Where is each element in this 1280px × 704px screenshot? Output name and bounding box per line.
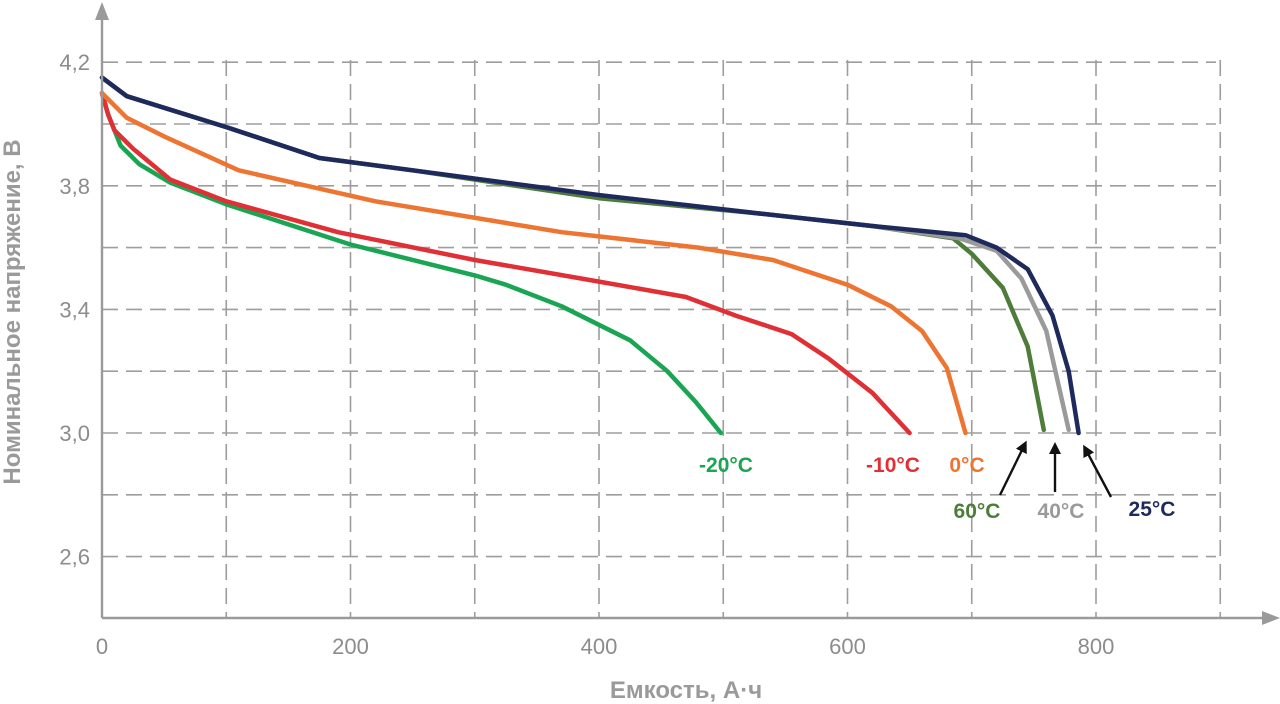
series-line-0C (99, 90, 968, 436)
series-label: 40°C (1038, 500, 1085, 523)
axes (95, 2, 1280, 625)
x-axis-arrow (1262, 611, 1280, 625)
series-line--10C (99, 90, 912, 436)
x-tick-label: 400 (581, 634, 618, 659)
x-tick-label: 600 (829, 634, 866, 659)
series-line-25C (99, 75, 1081, 436)
series-label: -20°C (699, 454, 753, 477)
series-line-40C (99, 75, 1071, 433)
tick-labels: 0 200 400 600 800 2,6 3,0 3,4 3,8 4,2 (59, 50, 1114, 659)
y-axis-arrow (95, 2, 109, 20)
y-tick-label: 4,2 (59, 50, 90, 75)
series-lines (99, 75, 1081, 436)
y-tick-label: 3,8 (59, 174, 90, 199)
series-label: -10°C (866, 454, 920, 477)
series-label: 25°C (1129, 498, 1176, 521)
y-tick-label: 2,6 (59, 545, 90, 570)
y-tick-label: 3,4 (59, 297, 90, 322)
series-line--20C (99, 90, 724, 436)
x-tick-label: 800 (1078, 634, 1115, 659)
x-tick-label: 0 (96, 634, 108, 659)
label-arrow (998, 440, 1027, 496)
series-annotations: -20°C -10°C 0°C 60°C 40°C 25°C (699, 440, 1176, 523)
series-label: 0°C (949, 454, 984, 477)
x-axis-title: Емкость, А·ч (610, 677, 762, 704)
x-tick-label: 200 (332, 634, 369, 659)
y-axis-title: Номинальное напряжение, В (0, 139, 26, 484)
label-arrow (1083, 444, 1113, 498)
grid (102, 60, 1222, 618)
series-label: 60°C (954, 500, 1001, 523)
y-tick-label: 3,0 (59, 421, 90, 446)
